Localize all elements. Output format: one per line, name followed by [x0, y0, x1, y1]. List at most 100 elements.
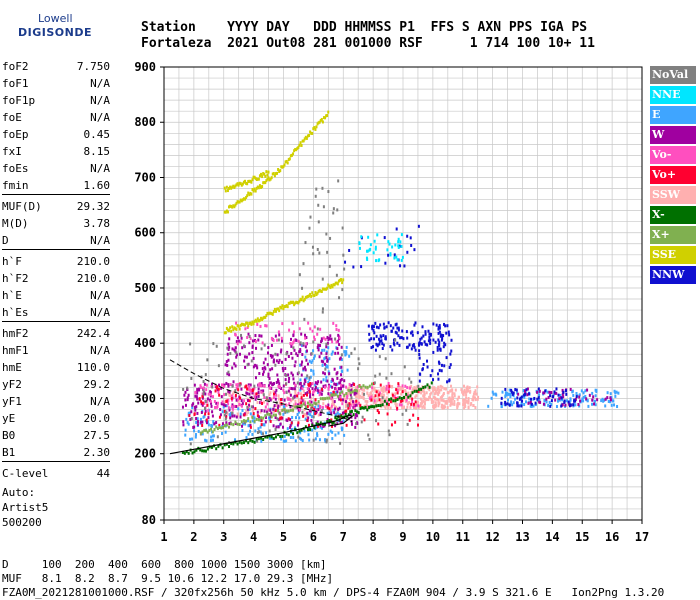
data-point [437, 325, 440, 329]
trace-point [334, 392, 337, 396]
data-point [377, 411, 380, 415]
data-point [241, 346, 244, 350]
data-point [299, 341, 302, 345]
data-point [451, 388, 454, 392]
trace-point [253, 175, 256, 179]
trace-point [230, 441, 233, 445]
data-point [277, 361, 280, 365]
trace-point [403, 395, 405, 399]
trace-point [281, 408, 284, 412]
trace-point [261, 175, 264, 179]
trace-point [326, 114, 329, 118]
trace-point [350, 409, 353, 413]
trace-point [289, 408, 292, 412]
trace-point [255, 186, 258, 190]
data-point [222, 403, 225, 407]
data-point [312, 392, 315, 396]
trace-point [232, 423, 235, 427]
data-point [277, 394, 280, 398]
trace-point [228, 205, 231, 209]
data-point [448, 365, 451, 369]
legend-item: Vo+ [650, 166, 696, 184]
trace-point [300, 298, 303, 302]
data-point [443, 364, 446, 368]
data-point [192, 402, 195, 406]
data-point [338, 343, 341, 347]
data-point [187, 393, 190, 397]
data-point [313, 411, 316, 415]
data-point [221, 431, 224, 435]
data-point [343, 379, 346, 383]
trace-point [247, 417, 250, 421]
trace-point [331, 285, 334, 289]
data-point [355, 403, 358, 407]
data-point [394, 397, 397, 401]
param-value: N/A [90, 306, 110, 319]
data-point [467, 401, 470, 405]
data-point [389, 406, 392, 410]
data-point [517, 392, 520, 396]
data-point [241, 428, 244, 432]
param-key: foEs [2, 162, 29, 175]
param-row: yF1 N/A [2, 393, 110, 410]
data-point [239, 396, 242, 400]
trace-point [334, 281, 337, 285]
trace-point [319, 289, 322, 293]
data-point [414, 321, 417, 325]
data-point [357, 367, 360, 371]
data-point [299, 363, 302, 367]
trace-point [270, 176, 273, 180]
data-point [217, 390, 220, 394]
data-point [186, 386, 189, 390]
trace-point [203, 428, 206, 432]
data-point [250, 389, 253, 393]
data-point [547, 396, 550, 400]
data-point [328, 264, 331, 268]
data-point [295, 338, 298, 342]
data-point [279, 417, 282, 421]
data-point [305, 335, 308, 339]
data-point [266, 402, 269, 406]
trace-point [390, 397, 393, 401]
data-point [185, 417, 188, 421]
trace-point [338, 278, 341, 282]
data-point [193, 383, 196, 387]
data-point [309, 395, 312, 399]
data-point [204, 373, 207, 377]
data-point [267, 399, 270, 403]
data-point [326, 411, 329, 415]
data-point [420, 342, 423, 346]
data-point [384, 337, 387, 341]
data-point [508, 403, 511, 407]
data-point [383, 326, 386, 330]
data-point [330, 411, 333, 415]
data-point [365, 403, 368, 407]
trace-point [268, 412, 271, 416]
data-point [394, 401, 397, 405]
data-point [305, 376, 308, 380]
data-point [385, 376, 388, 380]
data-point [305, 342, 308, 346]
data-point [227, 370, 230, 374]
y-tick-label: 400 [134, 336, 156, 350]
data-point [294, 383, 297, 387]
data-point [204, 399, 207, 403]
data-point [372, 387, 375, 391]
trace-point [233, 326, 236, 330]
trace-point [229, 185, 232, 189]
data-point [449, 352, 452, 356]
trace-point [290, 301, 293, 305]
trace-point [295, 300, 298, 304]
data-point [327, 403, 330, 407]
data-point [306, 405, 309, 409]
data-point [248, 341, 251, 345]
trace-point [206, 447, 209, 451]
data-point [347, 391, 350, 395]
data-point [290, 421, 293, 425]
data-point [454, 388, 457, 392]
data-point [390, 372, 393, 376]
data-point [543, 391, 546, 395]
data-point [385, 384, 388, 388]
data-point [182, 423, 185, 427]
data-point [613, 389, 616, 393]
